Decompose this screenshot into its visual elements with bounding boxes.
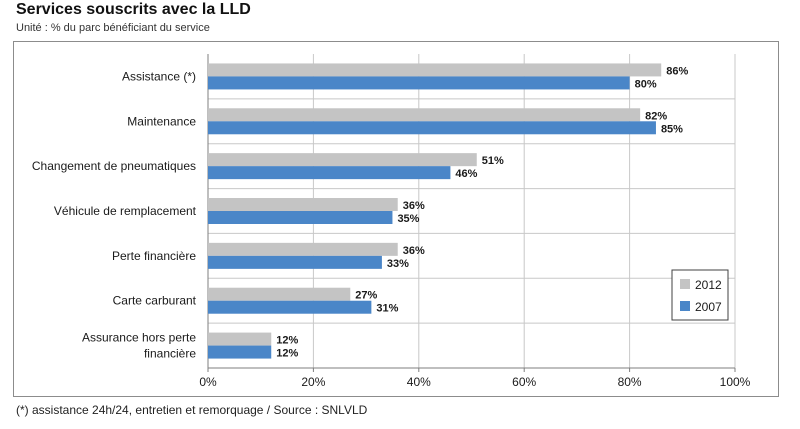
bar-2007	[208, 121, 656, 135]
bar-2007	[208, 345, 272, 359]
data-label-2007: 31%	[376, 303, 398, 315]
legend-swatch-2007	[680, 301, 690, 311]
bar-chart: 0% 20% 40% 60% 80% 100% 86% 80% Assistance (*) 82…	[32, 54, 751, 389]
x-tick-label: 40%	[407, 375, 431, 389]
bar-2012	[208, 287, 351, 301]
bar-2012	[208, 198, 398, 211]
category-label: Perte financière	[112, 249, 196, 263]
legend-label-2007: 2007	[695, 300, 722, 314]
data-label-2012: 36%	[403, 245, 425, 257]
data-label-2007: 33%	[387, 258, 409, 270]
footnote: (*) assistance 24h/24, entretien et remo…	[16, 403, 368, 417]
bar-2007	[208, 211, 393, 224]
data-label-2007: 12%	[276, 348, 298, 360]
bar-2012	[208, 108, 641, 122]
bar-2007	[208, 76, 630, 90]
data-label-2007: 80%	[635, 78, 657, 90]
category-label: Assistance (*)	[122, 69, 196, 83]
x-tick-label: 60%	[512, 375, 536, 389]
category-label: Changement de pneumatiques	[32, 159, 196, 173]
data-label-2007: 85%	[661, 123, 683, 135]
chart-title: Services souscrits avec la LLD	[16, 1, 251, 18]
legend	[671, 269, 729, 321]
category-label: Maintenance	[127, 114, 196, 128]
x-tick-label: 80%	[618, 375, 642, 389]
chart-frame: 0% 20% 40% 60% 80% 100% 86% 80% Assistance (*) 82…	[13, 41, 779, 397]
category-label: Véhicule de remplacement	[54, 204, 197, 218]
category-label: Assurance hors perte	[82, 331, 196, 345]
x-tick-label: 20%	[301, 375, 325, 389]
legend-label-2012: 2012	[695, 278, 722, 292]
data-label-2012: 36%	[403, 200, 425, 212]
data-label-2012: 12%	[276, 335, 298, 347]
bar-2012	[208, 153, 477, 167]
data-label-2012: 51%	[482, 155, 504, 167]
data-label-2007: 46%	[455, 168, 477, 180]
category-label: financière	[144, 347, 196, 361]
data-label-2007: 35%	[397, 213, 419, 225]
category-label: Carte carburant	[113, 294, 197, 308]
bar-2012	[208, 332, 272, 346]
legend-swatch-2012	[680, 279, 690, 289]
chart-subtitle: Unité : % du parc bénéficiant du service	[16, 22, 210, 34]
bar-2007	[208, 166, 451, 180]
data-label-2012: 86%	[666, 65, 688, 77]
x-tick-label: 100%	[720, 375, 751, 389]
bar-2012	[208, 242, 398, 256]
data-label-2012: 82%	[645, 110, 667, 122]
x-tick-label: 0%	[199, 375, 217, 389]
data-label-2012: 27%	[355, 290, 377, 302]
bar-2007	[208, 300, 372, 314]
bar-2007	[208, 255, 382, 269]
bar-2012	[208, 63, 662, 77]
